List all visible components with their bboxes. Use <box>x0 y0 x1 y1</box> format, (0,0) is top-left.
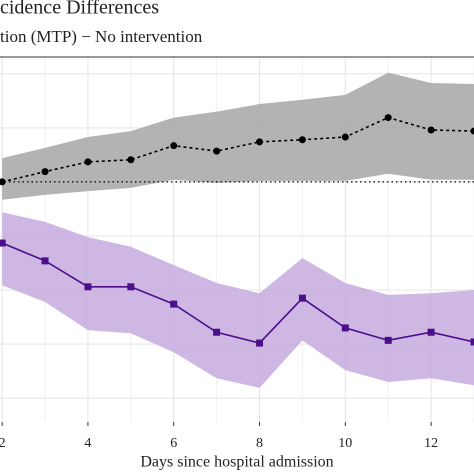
chart-subtitle: tion (MTP) − No intervention <box>0 27 203 46</box>
marker <box>170 142 178 150</box>
marker <box>0 239 6 247</box>
confidence-band <box>2 212 474 388</box>
marker <box>213 328 221 336</box>
marker <box>427 328 435 336</box>
marker <box>170 300 178 308</box>
marker <box>470 127 474 135</box>
series-line <box>1 116 474 183</box>
marker <box>213 147 221 155</box>
plot-area <box>0 57 474 422</box>
x-tick-label: 12 <box>424 436 438 451</box>
series-line <box>1 242 474 344</box>
marker <box>127 283 135 291</box>
marker <box>341 324 349 332</box>
marker <box>298 294 306 302</box>
x-tick-label: 10 <box>338 436 352 451</box>
x-tick-label: 8 <box>256 436 263 451</box>
marker <box>256 339 264 347</box>
marker <box>427 126 435 134</box>
marker <box>341 133 349 141</box>
x-axis-label: Days since hospital admission <box>140 454 333 471</box>
x-tick-label: 6 <box>170 436 177 451</box>
chart-title: cidence Differences <box>0 0 159 19</box>
confidence-band <box>2 72 474 200</box>
marker <box>0 178 6 186</box>
marker <box>84 283 92 291</box>
marker <box>384 114 392 122</box>
marker <box>384 336 392 344</box>
marker <box>41 257 49 265</box>
x-tick-label: 2 <box>0 436 6 451</box>
marker <box>41 168 49 176</box>
axis: 2 4 6 8 10 12 <box>0 56 474 451</box>
marker <box>256 138 264 146</box>
marker <box>127 156 135 164</box>
x-tick-label: 4 <box>84 436 91 451</box>
marker <box>470 338 474 346</box>
marker <box>84 158 92 166</box>
marker <box>298 136 306 144</box>
